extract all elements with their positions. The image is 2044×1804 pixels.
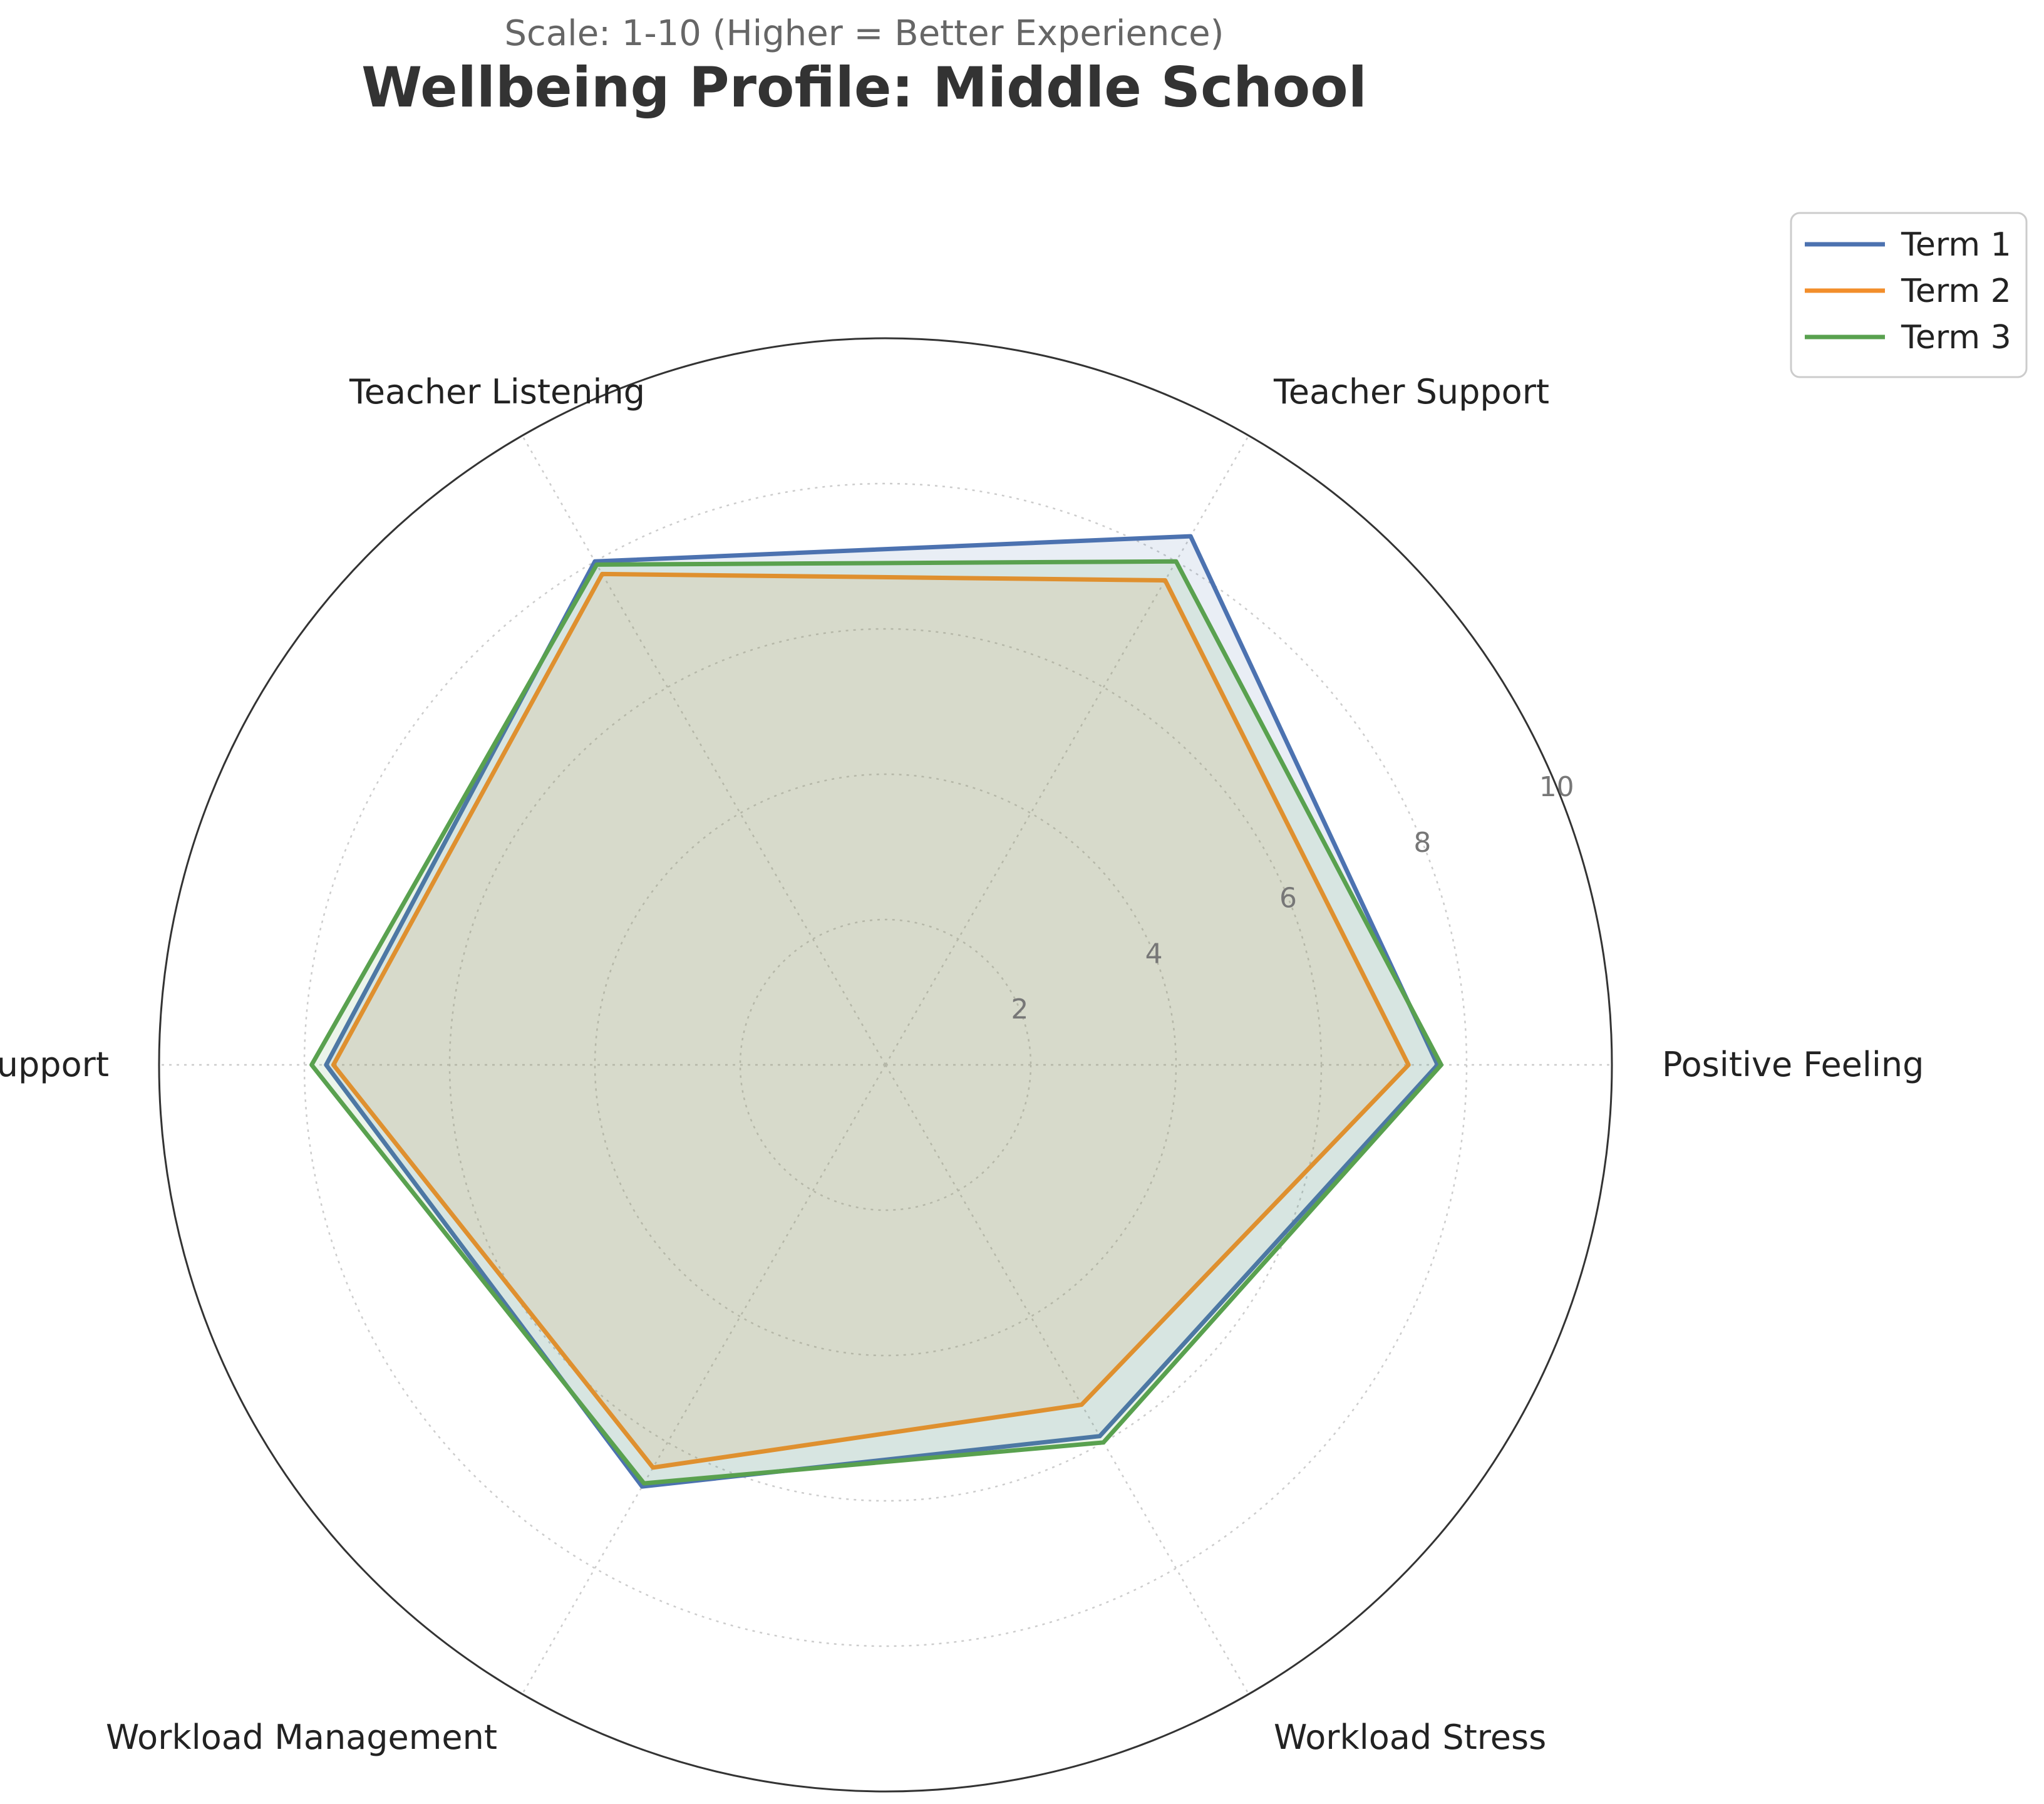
radar-grid: [158, 337, 1613, 1793]
category-label: Positive Feeling: [1662, 1045, 1924, 1084]
radial-tick-label: 4: [1145, 938, 1163, 970]
radar-series: [309, 534, 1443, 1489]
chart-subtitle: Scale: 1-10 (Higher = Better Experience): [505, 13, 1224, 54]
grid-spoke: [521, 1064, 887, 1695]
category-label: Workload Management: [106, 1718, 497, 1757]
grid-spoke: [884, 1064, 1250, 1695]
radial-tick-label: 6: [1279, 883, 1297, 915]
radar-labels: 2 4 6 8 10 Positive Feeling Teacher Support Tea…: [0, 372, 1924, 1757]
legend-label: Term 3: [1901, 319, 2011, 356]
grid-spoke: [884, 435, 1250, 1065]
legend: Term 1 Term 2 Term 3: [1790, 212, 2028, 378]
grid-ring: [594, 773, 1177, 1357]
series-polygon: [309, 559, 1443, 1486]
category-label: Workload Stress: [1274, 1718, 1546, 1757]
radial-tick-label: 8: [1413, 827, 1431, 859]
category-label: Teacher Support: [1273, 372, 1549, 412]
legend-label: Term 1: [1901, 226, 2011, 264]
series-polygon: [331, 571, 1411, 1470]
outer-ring: [158, 337, 1613, 1793]
category-label: Peer Support: [0, 1045, 109, 1084]
chart-title: Wellbeing Profile: Middle School: [361, 55, 1367, 120]
grid-spoke: [521, 435, 887, 1065]
radial-tick-label: 10: [1539, 771, 1574, 803]
series-polygon: [324, 534, 1440, 1489]
radial-tick-label: 2: [1011, 993, 1028, 1025]
legend-label: Term 2: [1901, 272, 2011, 310]
category-label: Teacher Listening: [349, 372, 645, 412]
